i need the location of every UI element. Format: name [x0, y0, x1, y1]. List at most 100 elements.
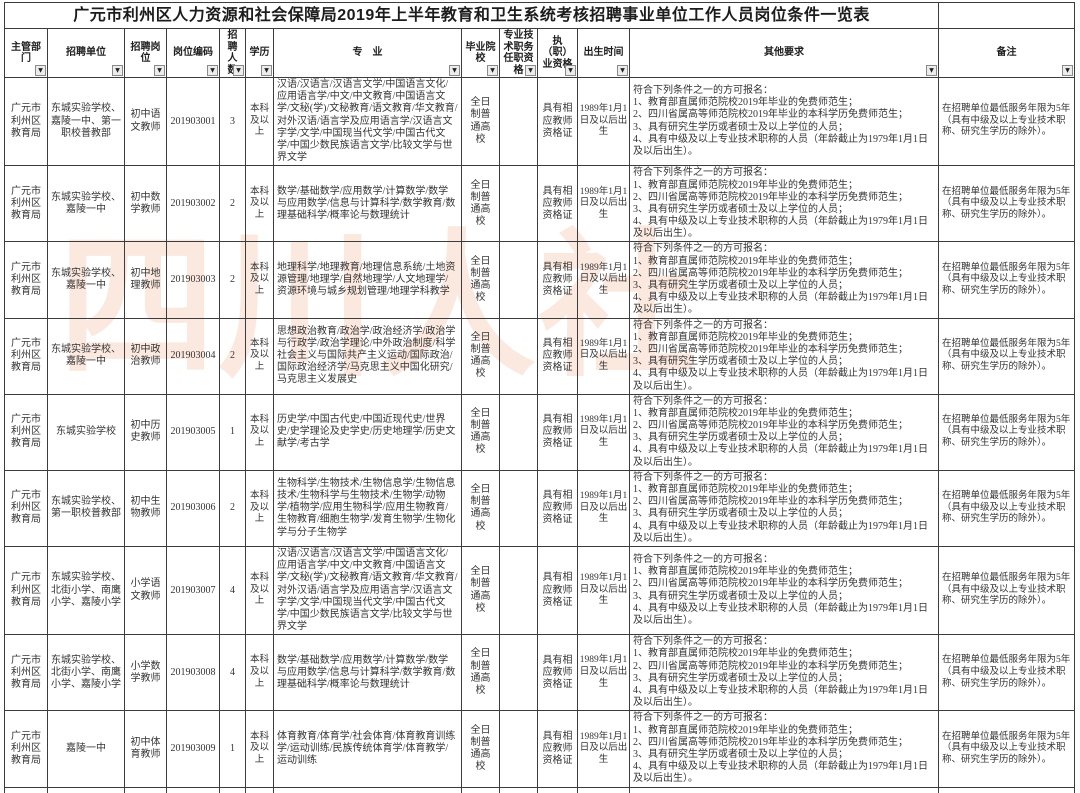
filter-dropdown-icon[interactable]: ▼ [926, 65, 938, 76]
cell-other: 符合下列条件之一的方可报名： 1、教育部直属师范院校2019年毕业的免费师范生；… [628, 76, 940, 167]
cell-birth: 1989年1月1日及以后出生 [577, 393, 630, 471]
cell-education: 本科及以上 [245, 710, 274, 788]
table-body: 广元市利州区教育局 东城实验学校、嘉陵一中、第一职校普教部 初中语文教师 201903… [4, 76, 1076, 788]
cell-prof_cert: 具有相应教师资格证 [537, 393, 578, 471]
cell-school: 全日制普通高校 [461, 241, 500, 319]
filter-dropdown-icon[interactable]: ▼ [1062, 65, 1074, 76]
cell-position: 初中生物教师 [124, 469, 167, 547]
filter-dropdown-icon[interactable]: ▼ [565, 65, 576, 76]
table-row: 广元市利州区教育局 东城实验学校、北街小学、南鹰小学、嘉陵小学 小学数学教师 2019… [4, 634, 1076, 712]
cutoff-row [4, 786, 1076, 793]
cell-birth: 1989年1月1日及以后出生 [577, 545, 630, 636]
cell-prof_cert: 具有相应教师资格证 [537, 317, 578, 395]
cell-code: 201903001 [166, 76, 220, 167]
cell-position: 小学语文教师 [124, 545, 167, 636]
cell-unit: 东城实验学校、第一职校普教部 [47, 469, 125, 547]
cell-code: 201903003 [166, 241, 220, 319]
cell-tech_qual [499, 76, 538, 167]
table-row: 广元市利州区教育局 东城实验学校 初中历史教师 201903005 1 本科及以上 历史学/… [4, 393, 1076, 471]
cell-prof_cert: 具有相应教师资格证 [537, 634, 578, 712]
filter-dropdown-icon[interactable]: ▼ [207, 65, 218, 76]
cell-education: 本科及以上 [245, 393, 274, 471]
cell-remark: 在招聘单位最低服务年限为5年（具有中级及以上专业技术职称、研究生学历的除外）。 [938, 634, 1076, 712]
cell-code: 201903004 [166, 317, 220, 395]
cell-remark: 在招聘单位最低服务年限为5年（具有中级及以上专业技术职称、研究生学历的除外）。 [938, 241, 1076, 319]
table-header-row: 主管部门▼ 招聘单位▼ 招聘岗位▼ 岗位编码▼ 招聘人数▼ 学历▼ 专 业▼ 毕… [4, 28, 1076, 78]
cell-prof_cert: 具有相应教师资格证 [537, 469, 578, 547]
filter-dropdown-icon[interactable]: ▼ [617, 65, 628, 76]
filter-dropdown-icon[interactable]: ▼ [261, 65, 272, 76]
filter-dropdown-icon[interactable]: ▼ [154, 65, 165, 76]
column-header-prof-cert: 执（职）业资格 ▼ [537, 28, 578, 78]
cell-education: 本科及以上 [245, 545, 274, 636]
cell-major: 数学/基础数学/应用数学/计算数学/数学与应用数学/信息与计算科学/数学教育/数… [273, 634, 462, 712]
cell-position: 初中体育教师 [124, 710, 167, 788]
cell-tech_qual [499, 634, 538, 712]
cell-major: 历史学/中国古代史/中国近现代史/世界史/史学理论及史学史/历史地理学/历史文献… [273, 393, 462, 471]
column-header-count: 招聘人数▼ [219, 28, 246, 78]
cell-dept: 广元市利州区教育局 [4, 241, 48, 319]
cell-major: 地理科学/地理教育/地理信息系统/土地资源管理/地理学/自然地理学/人文地理学/… [273, 241, 462, 319]
cell-dept: 广元市利州区教育局 [4, 545, 48, 636]
cell-count: 3 [219, 76, 246, 167]
cell-birth: 1989年1月1日及以后出生 [577, 165, 630, 243]
cell-unit: 东城实验学校、嘉陵一中 [47, 241, 125, 319]
cell-code: 201903007 [166, 545, 220, 636]
filter-dropdown-icon[interactable]: ▼ [525, 65, 536, 76]
document-page: 四川人社 广元市利州区人力资源和社会保障局2019年上半年教育和卫生系统考核招聘… [3, 2, 1076, 793]
cell-count: 4 [219, 634, 246, 712]
filter-dropdown-icon[interactable]: ▼ [112, 65, 123, 76]
cell-remark: 在招聘单位最低服务年限为5年（具有中级及以上专业技术职称、研究生学历的除外）。 [938, 710, 1076, 788]
column-header-education: 学历 ▼ [245, 28, 274, 78]
cell-dept: 广元市利州区教育局 [4, 317, 48, 395]
cell-education: 本科及以上 [245, 634, 274, 712]
filter-dropdown-icon[interactable]: ▼ [35, 65, 46, 76]
cell-count: 1 [219, 710, 246, 788]
cell-prof_cert: 具有相应教师资格证 [537, 545, 578, 636]
cell-tech_qual [499, 241, 538, 319]
cell-unit: 东城实验学校 [47, 393, 125, 471]
table-row: 广元市利州区教育局 东城实验学校、嘉陵一中 初中政治教师 201903004 2 本科及以… [4, 317, 1076, 395]
cell-other: 符合下列条件之一的方可报名： 1、教育部直属师范院校2019年毕业的免费师范生；… [628, 634, 940, 712]
cell-dept: 广元市利州区教育局 [4, 76, 48, 167]
cell-other: 符合下列条件之一的方可报名： 1、教育部直属师范院校2019年毕业的免费师范生；… [628, 469, 940, 547]
cell-prof_cert: 具有相应教师资格证 [537, 710, 578, 788]
cell-school: 全日制普通高校 [461, 710, 500, 788]
cell-remark: 在招聘单位最低服务年限为5年（具有中级及以上专业技术职称、研究生学历的除外）。 [938, 317, 1076, 395]
table-row: 广元市利州区教育局 东城实验学校、嘉陵一中 初中地理教师 201903003 2 本科及以… [4, 241, 1076, 319]
cell-position: 初中政治教师 [124, 317, 167, 395]
table-row: 广元市利州区教育局 东城实验学校、嘉陵一中 初中数学教师 201903002 2 本科及以… [4, 165, 1076, 243]
cell-position: 小学数学教师 [124, 634, 167, 712]
cell-remark: 在招聘单位最低服务年限为5年（具有中级及以上专业技术职称、研究生学历的除外）。 [938, 165, 1076, 243]
cell-major: 体育教育/体育学/社会体育/体育教育训练学/运动训练/民族传统体育学/体育教学/… [273, 710, 462, 788]
table-row: 广元市利州区教育局 东城实验学校、北街小学、南鹰小学、嘉陵小学 小学语文教师 2019… [4, 545, 1076, 636]
cell-dept: 广元市利州区教育局 [4, 710, 48, 788]
recruitment-table: 广元市利州区人力资源和社会保障局2019年上半年教育和卫生系统考核招聘事业单位工… [3, 2, 1076, 793]
cell-code: 201903005 [166, 393, 220, 471]
filter-dropdown-icon[interactable]: ▼ [449, 65, 460, 76]
cell-education: 本科及以上 [245, 76, 274, 167]
cell-remark: 在招聘单位最低服务年限为5年（具有中级及以上专业技术职称、研究生学历的除外）。 [938, 545, 1076, 636]
filter-dropdown-icon[interactable]: ▼ [233, 65, 244, 76]
page-title: 广元市利州区人力资源和社会保障局2019年上半年教育和卫生系统考核招聘事业单位工… [3, 2, 940, 29]
title-row: 广元市利州区人力资源和社会保障局2019年上半年教育和卫生系统考核招聘事业单位工… [3, 2, 1076, 29]
cell-school: 全日制普通高校 [461, 165, 500, 243]
cell-tech_qual [499, 469, 538, 547]
cell-dept: 广元市利州区教育局 [4, 393, 48, 471]
column-header-other: 其他要求 ▼ [628, 28, 940, 78]
cell-birth: 1989年1月1日及以后出生 [577, 317, 630, 395]
cell-count: 2 [219, 317, 246, 395]
table-row: 广元市利州区教育局 东城实验学校、嘉陵一中、第一职校普教部 初中语文教师 201903… [4, 76, 1076, 167]
column-header-remark: 备注 ▼ [938, 28, 1076, 78]
filter-dropdown-icon[interactable]: ▼ [487, 65, 498, 76]
cell-school: 全日制普通高校 [461, 469, 500, 547]
cell-unit: 东城实验学校、北街小学、南鹰小学、嘉陵小学 [47, 634, 125, 712]
cell-education: 本科及以上 [245, 165, 274, 243]
cell-tech_qual [499, 165, 538, 243]
cell-count: 2 [219, 165, 246, 243]
cell-count: 1 [219, 393, 246, 471]
cell-unit: 东城实验学校、北街小学、南鹰小学、嘉陵小学 [47, 545, 125, 636]
column-header-school: 毕业院校 ▼ [461, 28, 500, 78]
cell-birth: 1989年1月1日及以后出生 [577, 241, 630, 319]
column-header-dept: 主管部门 ▼ [4, 28, 48, 78]
